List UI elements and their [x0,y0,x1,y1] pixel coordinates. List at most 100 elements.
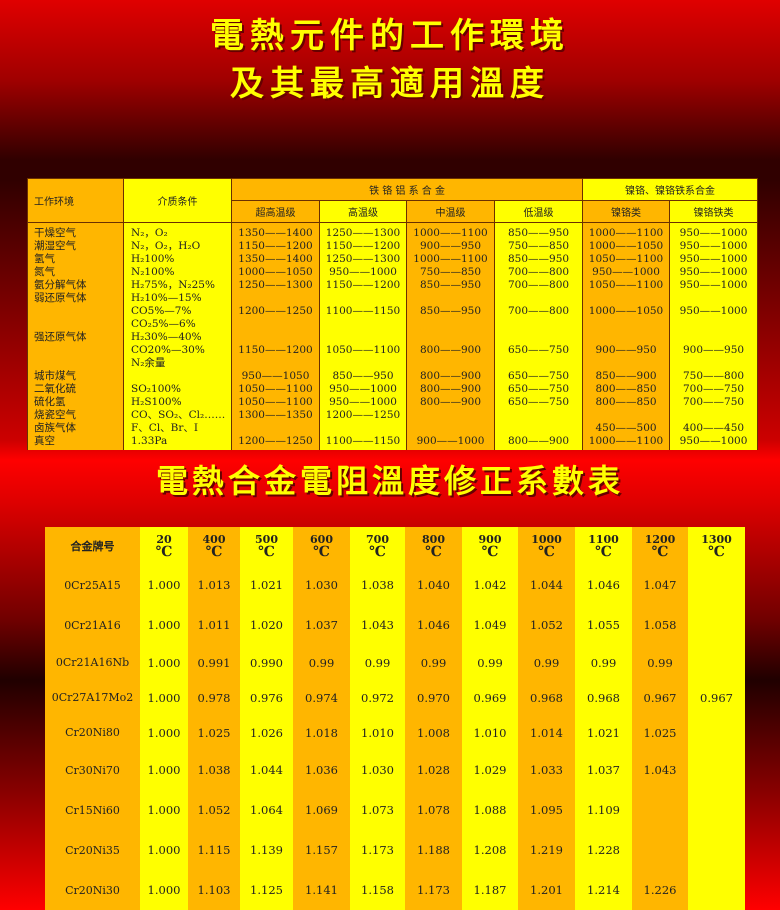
temperature-range [669,292,759,305]
temperature-range: 700——750 [669,396,759,409]
coefficient-value: 1.020 [240,605,293,645]
table-row: 氮气 N₂100% 1000——1050 950——1000 750——850 700——… [27,266,759,279]
coefficient-value: 1.036 [293,750,350,790]
table-row: 城市煤气 950——1050 850——950 800——900 650——750 850… [27,370,759,383]
coefficient-value: 1.038 [188,750,240,790]
alloy-name: Cr30Ni70 [45,750,140,790]
header-temperature: 1200 ℃ [632,527,688,565]
title-line-1: 電熱元件的工作環境 [210,16,570,56]
coefficient-value: 1.000 [140,715,188,750]
coefficient-value: 0.967 [688,680,745,715]
coefficient-value: 1.030 [350,750,405,790]
table-row: 氢气 H₂100% 1350——1400 1250——1300 1000——1100 85… [27,253,759,266]
coefficient-value: 1.010 [350,715,405,750]
coefficient-value: 1.030 [293,565,350,605]
coefficient-value: 0.99 [632,645,688,680]
env-name [27,305,124,318]
coefficient-value: 0.978 [188,680,240,715]
coefficient-value [632,790,688,830]
coefficient-value: 1.040 [405,565,462,605]
temperature-range: 1050——1100 [231,396,320,409]
celsius-unit: ℃ [205,544,223,560]
temperature-range: 800——900 [406,344,495,357]
coefficient-value: 1.043 [350,605,405,645]
temperature-range: 850——950 [319,370,407,383]
header-env: 工作环境 [27,178,124,223]
temperature-range [493,318,584,331]
coefficient-value: 0.99 [293,645,350,680]
temperature-range: 950——1000 [319,396,407,409]
temperature-range [493,292,584,305]
temperature-range: 1200——1250 [231,435,320,450]
temperature-range: 700——800 [493,305,584,318]
header-nicr: 镍铬、镍铬铁系合金 [582,178,759,201]
env-name: 干燥空气 [27,222,124,240]
coefficient-value: 1.037 [293,605,350,645]
coefficient-value: 1.141 [293,870,350,910]
coefficient-value [688,645,745,680]
celsius-unit: ℃ [708,544,725,560]
alloy-name: 0Cr25A15 [45,565,140,605]
temperature-value: 600 [310,533,333,546]
table-row: 0Cr25A15 1.000 1.013 1.021 1.030 1.038 1.040 1.… [45,565,745,605]
medium-condition: H₂30%—40% [123,331,232,344]
coefficient-value: 1.000 [140,790,188,830]
coefficient-value: 1.208 [462,830,518,870]
coefficient-value: 1.000 [140,645,188,680]
coefficient-value: 1.095 [518,790,575,830]
temperature-range [493,409,584,422]
medium-condition: CO₂5%—6% [123,318,232,331]
temperature-range: 800——900 [406,370,495,383]
coefficient-value [632,830,688,870]
coefficient-value: 1.018 [293,715,350,750]
coefficient-value: 1.021 [240,565,293,605]
temperature-range [669,331,759,344]
medium-condition: 1.33Pa [123,435,232,450]
medium-condition: H₂75%，N₂25% [123,279,232,292]
coefficient-value: 1.226 [632,870,688,910]
temperature-range [406,422,495,435]
env-name: 氮气 [27,266,124,279]
temperature-range: 900——950 [406,240,495,253]
header-grade: 镍铬类 [582,200,671,223]
temperature-range: 950——1000 [669,279,759,292]
coefficient-value: 1.025 [632,715,688,750]
coefficient-value: 0.99 [350,645,405,680]
temperature-range: 950——1000 [669,240,759,253]
temperature-range: 850——950 [406,305,495,318]
coefficient-value: 1.000 [140,605,188,645]
temperature-range: 700——800 [493,266,584,279]
alloy-name: 0Cr21A16 [45,605,140,645]
temperature-value: 500 [255,533,278,546]
temperature-range [669,409,759,422]
medium-condition: N₂100% [123,266,232,279]
temperature-range: 900——1000 [406,435,495,450]
coefficient-value: 0.972 [350,680,405,715]
coefficient-value: 0.991 [188,645,240,680]
alloy-name: Cr20Ni30 [45,870,140,910]
coefficient-value: 0.970 [405,680,462,715]
temperature-range [406,409,495,422]
temperature-range: 1050——1100 [582,253,671,266]
env-name: 烧瓷空气 [27,409,124,422]
header-medium: 介质条件 [123,178,232,223]
header-temperature: 600 ℃ [293,527,350,565]
table-row: Cr20Ni80 1.000 1.025 1.026 1.018 1.010 1.008 1.… [45,715,745,750]
temperature-value: 900 [478,533,502,546]
alloy-name: Cr20Ni80 [45,715,140,750]
table-row: 0Cr27A17Mo2 1.000 0.978 0.976 0.974 0.972 0.97… [45,680,745,715]
temperature-range [231,357,320,370]
coefficient-table-title: 電熱合金電阻溫度修正系數表 [155,462,624,500]
celsius-unit: ℃ [481,544,499,560]
medium-condition: SO₂100% [123,383,232,396]
temperature-value: 1000 [531,533,562,546]
medium-condition [123,370,232,383]
table-row: Cr20Ni30 1.000 1.103 1.125 1.141 1.158 1.173 1.… [45,870,745,910]
temperature-range: 800——900 [406,383,495,396]
temperature-range [669,318,759,331]
celsius-unit: ℃ [369,544,386,560]
coefficient-value: 0.974 [293,680,350,715]
header-fecral: 铁 铬 铝 系 合 金 [230,178,584,201]
temperature-range: 1250——1300 [231,279,320,292]
env-name [27,357,124,370]
